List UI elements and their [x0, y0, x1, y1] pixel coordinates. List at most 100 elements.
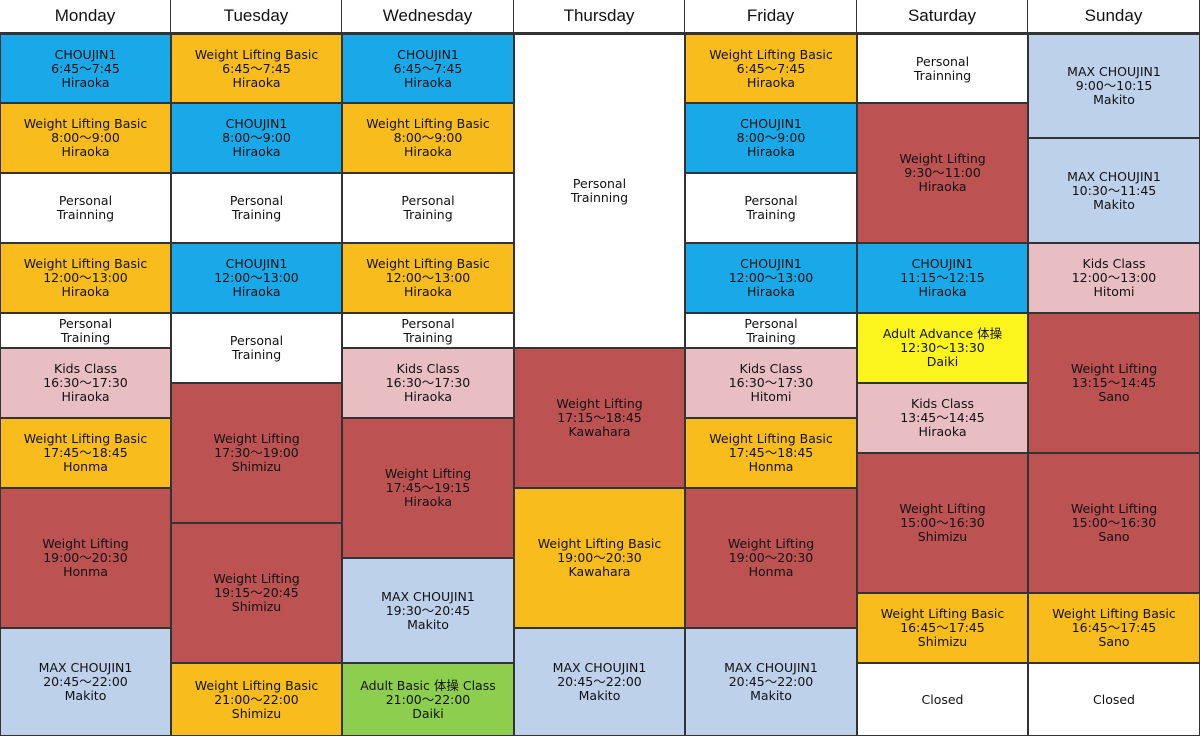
class-block: Kids Class 16:30〜17:30 Hitomi [685, 348, 857, 418]
class-time: 19:00〜20:30 [43, 550, 128, 565]
class-time: 12:00〜13:00 [728, 270, 814, 285]
closed-block: Closed [857, 663, 1028, 736]
class-time: 13:45〜14:45 [900, 410, 985, 425]
class-name: Weight Lifting [213, 431, 300, 446]
day-header: Monday [0, 0, 171, 34]
class-time: 20:45〜22:00 [728, 674, 814, 689]
class-time: 8:00〜9:00 [736, 130, 806, 145]
block-label: Closed [1093, 691, 1135, 707]
class-name: CHOUJIN1 [225, 256, 288, 271]
block-title: Training [231, 207, 282, 222]
class-time: 9:30〜11:00 [904, 165, 981, 180]
day-header: Wednesday [342, 0, 514, 34]
class-block: Weight Lifting Basic 6:45〜7:45 Hiraoka [685, 34, 857, 103]
class-time: 8:00〜9:00 [393, 130, 463, 145]
class-name: Weight Lifting Basic [1052, 606, 1176, 621]
instructor-name: Hiraoka [232, 284, 281, 299]
class-name: Weight Lifting Basic [194, 46, 319, 62]
class-block: Personal Training [342, 313, 514, 348]
class-name: Weight Lifting [556, 396, 643, 411]
instructor-name: Hiraoka [404, 144, 452, 159]
class-time: 8:00〜9:00 [222, 130, 291, 145]
class-name: Adult Basic 体操 Class [360, 677, 496, 693]
day-column-wednesday: Wednesday CHOUJIN1 6:45〜7:45 Hiraoka Weight … [342, 0, 514, 736]
class-time: 12:00〜13:00 [385, 270, 471, 285]
class-block: CHOUJIN1 11:15〜12:15 Hiraoka [857, 243, 1028, 313]
block-title: Personal [401, 193, 455, 208]
instructor-name: Hiraoka [404, 389, 452, 404]
class-time: 10:30〜11:45 [1071, 182, 1157, 198]
class-name: Weight Lifting [1070, 361, 1158, 376]
class-block: MAX CHOUJIN1 20:45〜22:00 Makito [685, 628, 857, 736]
class-name: MAX CHOUJIN1 [552, 660, 647, 675]
class-time: 12:00〜13:00 [1071, 270, 1157, 285]
day-column-sunday: Sunday MAX CHOUJIN1 9:00〜10:15 Makito MAX CH… [1028, 0, 1200, 736]
class-name: Weight Lifting Basic [23, 116, 148, 131]
class-block: MAX CHOUJIN1 20:45〜22:00 Makito [0, 628, 171, 736]
class-block: Weight Lifting 13:15〜14:45 Sano [1028, 313, 1200, 453]
class-time: 17:30〜19:00 [214, 445, 299, 460]
class-block: Kids Class 12:00〜13:00 Hitomi [1028, 243, 1200, 313]
class-time: 6:45〜7:45 [736, 60, 806, 76]
class-block: MAX CHOUJIN1 10:30〜11:45 Makito [1028, 138, 1200, 243]
class-block: Weight Lifting Basic 6:45〜7:45 Hiraoka [171, 34, 342, 103]
class-time: 19:15〜20:45 [214, 585, 299, 600]
instructor-name: Honma [63, 459, 108, 474]
class-time: 11:15〜12:15 [900, 270, 985, 285]
day-header: Friday [685, 0, 857, 34]
instructor-name: Kawahara [568, 564, 631, 579]
class-name: CHOUJIN1 [911, 256, 974, 271]
class-time: 6:45〜7:45 [393, 60, 463, 76]
instructor-name: Hitomi [750, 389, 792, 404]
class-block: Personal Training [171, 313, 342, 383]
instructor-name: Hiraoka [404, 494, 452, 509]
class-block: MAX CHOUJIN1 9:00〜10:15 Makito [1028, 34, 1200, 138]
class-block: Personal Training [171, 173, 342, 243]
class-time: 15:00〜16:30 [1071, 515, 1157, 530]
instructor-name: Hiraoka [404, 284, 452, 299]
class-name: Weight Lifting Basic [194, 677, 319, 693]
class-block: CHOUJIN1 6:45〜7:45 Hiraoka [0, 34, 171, 103]
class-name: Weight Lifting Basic [366, 116, 490, 131]
class-block: Weight Lifting 15:00〜16:30 Shimizu [857, 453, 1028, 593]
class-block: Weight Lifting Basic 17:45〜18:45 Honma [0, 418, 171, 488]
instructor-name: Makito [407, 616, 449, 632]
class-name: CHOUJIN1 [397, 46, 459, 62]
class-name: MAX CHOUJIN1 [1067, 168, 1161, 184]
class-block: Kids Class 16:30〜17:30 Hiraoka [0, 348, 171, 418]
instructor-name: Hitomi [1093, 284, 1135, 299]
class-time: 8:00〜9:00 [51, 130, 120, 145]
block-title: Personal [915, 53, 970, 69]
class-time: 6:45〜7:45 [222, 60, 291, 76]
instructor-name: Daiki [926, 354, 959, 369]
class-name: Weight Lifting Basic [709, 431, 833, 446]
class-name: Kids Class [739, 361, 803, 376]
class-time: 16:30〜17:30 [728, 375, 814, 390]
class-time: 12:30〜13:30 [900, 340, 985, 355]
class-name: Weight Lifting [213, 571, 300, 586]
block-title: Training [746, 207, 796, 222]
class-time: 9:00〜10:15 [1075, 78, 1153, 93]
class-time: 16:45〜17:45 [1071, 620, 1157, 635]
class-name: MAX CHOUJIN1 [1067, 64, 1161, 79]
instructor-name: Hiraoka [61, 389, 110, 404]
class-name: Weight Lifting Basic [537, 536, 662, 551]
class-name: Weight Lifting Basic [23, 431, 148, 446]
class-block: Kids Class 13:45〜14:45 Hiraoka [857, 383, 1028, 453]
class-time: 15:00〜16:30 [900, 515, 985, 530]
class-time: 17:45〜19:15 [385, 480, 471, 495]
closed-block: Closed [1028, 663, 1200, 736]
class-time: 16:30〜17:30 [385, 375, 471, 390]
day-column-thursday: Thursday Personal Trainning Weight Lifting 1… [514, 0, 685, 736]
instructor-name: Sano [1098, 529, 1130, 544]
class-name: Kids Class [396, 361, 460, 376]
class-block: Weight Lifting Basic 17:45〜18:45 Honma [685, 418, 857, 488]
class-block: Weight Lifting Basic 8:00〜9:00 Hiraoka [342, 103, 514, 173]
block-title: Personal [401, 315, 455, 331]
instructor-name: Hiraoka [232, 144, 281, 159]
class-name: Weight Lifting Basic [366, 256, 490, 271]
class-name: Kids Class [54, 361, 117, 376]
instructor-name: Shimizu [917, 529, 968, 544]
block-title: Personal [229, 193, 284, 208]
